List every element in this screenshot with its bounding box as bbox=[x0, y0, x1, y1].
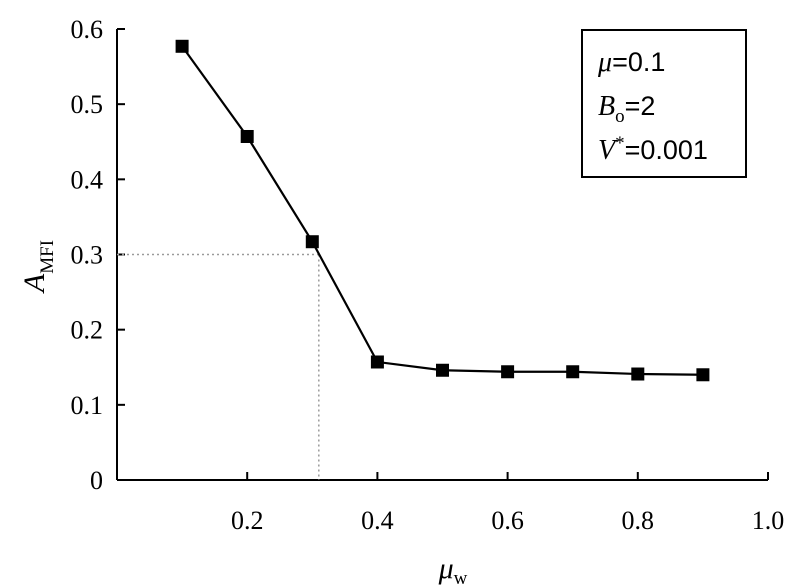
x-tick-label: 0.6 bbox=[491, 506, 524, 535]
data-point bbox=[305, 235, 319, 249]
data-point bbox=[175, 39, 189, 53]
x-axis-title-sub: w bbox=[454, 568, 468, 585]
y-tick-label: 0.3 bbox=[71, 241, 104, 270]
x-ticks: 0.2 0.4 0.6 0.8 1.0 bbox=[231, 472, 784, 535]
y-tick-label: 0.2 bbox=[71, 316, 104, 345]
legend-line-bo: Bo=2 bbox=[598, 91, 655, 127]
x-tick-label: 0.4 bbox=[361, 506, 394, 535]
data-point bbox=[631, 367, 645, 381]
x-tick-label: 0.2 bbox=[231, 506, 264, 535]
y-axis-title-sub: MFI bbox=[37, 240, 58, 274]
data-point bbox=[240, 129, 254, 143]
legend-box bbox=[581, 29, 747, 178]
legend-b-sub: o bbox=[615, 106, 625, 127]
legend-v-value: =0.001 bbox=[625, 135, 708, 165]
legend-mu-value: =0.1 bbox=[612, 47, 665, 77]
y-axis-title-main: A bbox=[18, 273, 51, 294]
legend-v-sup: * bbox=[615, 133, 625, 154]
legend-b-symbol: B bbox=[598, 91, 615, 122]
y-axis-title: AMFI bbox=[18, 240, 58, 294]
y-tick-label: 0.6 bbox=[71, 15, 104, 44]
reference-lines bbox=[117, 253, 320, 480]
data-point bbox=[566, 365, 580, 379]
y-tick-label: 0.4 bbox=[71, 165, 104, 194]
series-group bbox=[175, 39, 710, 382]
y-tick-label: 0.5 bbox=[71, 90, 104, 119]
x-tick-label: 0.8 bbox=[622, 506, 655, 535]
data-point bbox=[696, 368, 710, 382]
data-point bbox=[370, 355, 384, 369]
data-point bbox=[436, 363, 449, 377]
y-ticks: 0 0.1 0.2 0.3 0.4 0.5 0.6 bbox=[71, 15, 125, 495]
y-tick-label: 0 bbox=[90, 466, 103, 495]
legend-line-mu: μ=0.1 bbox=[597, 47, 665, 78]
y-tick-label: 0.1 bbox=[71, 391, 104, 420]
x-axis-title-main: μ bbox=[438, 552, 454, 585]
x-tick-label: 1.0 bbox=[752, 506, 785, 535]
legend-line-v: V*=0.001 bbox=[598, 133, 708, 166]
x-axis-title: μw bbox=[438, 552, 468, 585]
legend-v-symbol: V bbox=[598, 135, 618, 166]
data-point bbox=[501, 365, 515, 379]
legend-mu-symbol: μ bbox=[597, 47, 612, 78]
legend-b-value: =2 bbox=[625, 91, 656, 121]
